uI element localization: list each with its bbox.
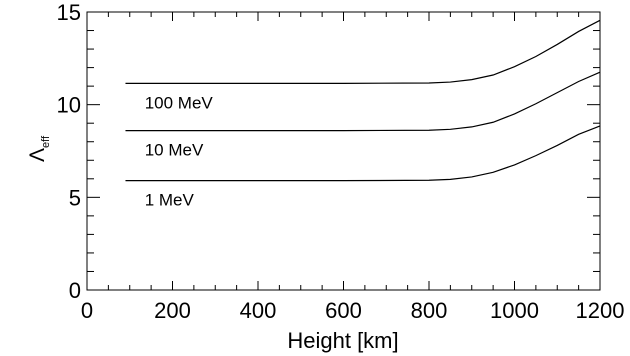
x-axis-title: Height [km] (287, 328, 398, 353)
y-tick-label: 15 (57, 0, 81, 25)
series-line-2 (125, 125, 601, 182)
x-tick-label: 1000 (490, 298, 539, 323)
y-axis-title: Λeff (26, 135, 52, 162)
y-tick-label: 0 (69, 278, 81, 303)
tick-labels: 0 200 400 600 800 1000 1200 0 5 10 15 (57, 0, 625, 323)
series-label-1: 10 MeV (145, 141, 204, 160)
series-labels: 100 MeV 10 MeV 1 MeV (145, 93, 214, 209)
series-line-1 (125, 71, 601, 132)
y-axis-title-subscript: eff (40, 135, 52, 148)
axis-ticks (86, 11, 601, 291)
x-tick-label: 1200 (576, 298, 625, 323)
series-line-0 (125, 19, 601, 84)
series-label-0: 100 MeV (145, 93, 214, 112)
x-tick-label: 200 (154, 298, 191, 323)
series-label-2: 1 MeV (145, 191, 195, 210)
x-tick-label: 0 (81, 298, 93, 323)
series-group (125, 19, 601, 182)
y-tick-label: 10 (57, 93, 81, 118)
y-axis-title-base: Λ (26, 148, 49, 162)
x-tick-label: 400 (240, 298, 277, 323)
x-tick-label: 800 (411, 298, 448, 323)
x-tick-label: 600 (325, 298, 362, 323)
y-tick-label: 5 (69, 185, 81, 210)
